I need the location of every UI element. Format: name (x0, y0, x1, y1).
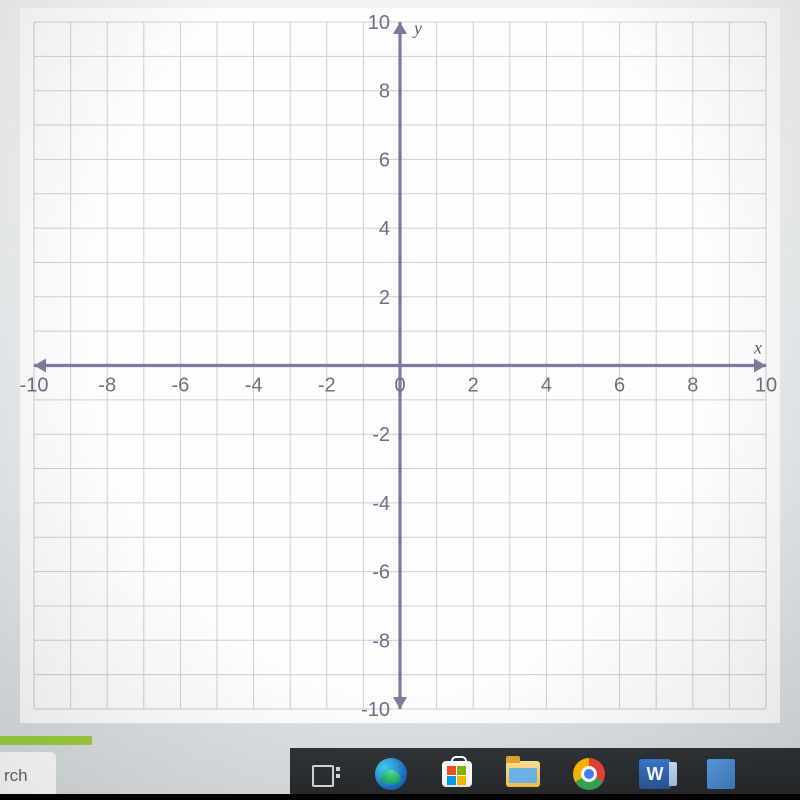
progress-bar (0, 736, 92, 745)
svg-text:-4: -4 (245, 375, 263, 397)
svg-text:10: 10 (368, 12, 390, 34)
svg-text:-6: -6 (372, 562, 390, 584)
grid-svg: -10 -8 -6 -4 -2 0 2 4 6 8 10 -10 -8 -6 -4 -2 2 4 6 8 10 x y (20, 8, 780, 723)
svg-text:-10: -10 (361, 699, 390, 721)
app-tile-icon[interactable] (702, 755, 740, 793)
svg-text:-8: -8 (98, 375, 116, 397)
search-text-fragment: rch (4, 766, 28, 786)
svg-text:8: 8 (379, 81, 390, 103)
svg-text:4: 4 (379, 218, 390, 240)
svg-text:-2: -2 (372, 424, 390, 446)
svg-text:0: 0 (394, 375, 405, 397)
svg-text:x: x (753, 338, 762, 358)
word-icon[interactable]: W (636, 755, 674, 793)
task-view-icon[interactable] (306, 755, 344, 793)
svg-text:-6: -6 (172, 375, 190, 397)
edge-icon[interactable] (372, 755, 410, 793)
svg-text:-2: -2 (318, 375, 336, 397)
svg-text:6: 6 (614, 375, 625, 397)
svg-text:6: 6 (379, 149, 390, 171)
search-input[interactable]: rch (0, 752, 56, 800)
svg-text:2: 2 (468, 375, 479, 397)
svg-text:10: 10 (755, 375, 777, 397)
svg-text:-10: -10 (20, 375, 48, 397)
svg-text:4: 4 (541, 375, 552, 397)
svg-text:2: 2 (379, 287, 390, 309)
svg-text:y: y (412, 18, 422, 38)
coordinate-grid[interactable]: -10 -8 -6 -4 -2 0 2 4 6 8 10 -10 -8 -6 -4 -2 2 4 6 8 10 x y (20, 8, 780, 723)
svg-text:8: 8 (687, 375, 698, 397)
svg-text:-8: -8 (372, 630, 390, 652)
monitor-bezel (0, 794, 800, 800)
svg-text:-4: -4 (372, 493, 390, 515)
chrome-icon[interactable] (570, 755, 608, 793)
ms-store-icon[interactable] (438, 755, 476, 793)
screen: -10 -8 -6 -4 -2 0 2 4 6 8 10 -10 -8 -6 -4 -2 2 4 6 8 10 x y rc… (0, 0, 800, 800)
taskbar: W (290, 748, 800, 800)
file-explorer-icon[interactable] (504, 755, 542, 793)
